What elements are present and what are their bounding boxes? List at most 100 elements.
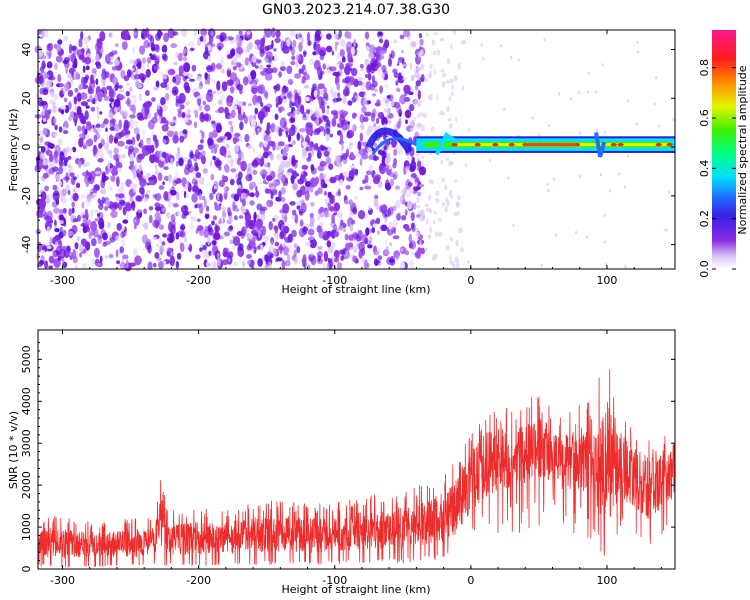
spectrogram-faint-dot xyxy=(577,91,581,95)
spectrogram-noise-blob xyxy=(256,203,263,211)
spectrogram-noise-blob xyxy=(252,82,257,89)
spectrogram-noise-blob xyxy=(338,225,344,230)
spectrogram-noise-blob xyxy=(246,260,252,265)
spectrogram-noise-blob xyxy=(144,105,150,115)
spectrogram-noise-blob xyxy=(323,250,329,262)
spectrogram-noise-blob xyxy=(417,159,422,169)
spectrogram-noise-blob xyxy=(72,156,77,161)
spectrogram-noise-blob xyxy=(72,218,79,223)
spectrogram-faint-dot xyxy=(637,50,640,54)
spectrogram-noise-blob xyxy=(38,198,46,209)
spectrogram-noise-blob xyxy=(100,138,105,147)
spectrogram-noise-blob xyxy=(389,178,395,187)
spectrogram-faint-blob xyxy=(455,116,458,123)
spectrogram-noise-blob xyxy=(215,124,222,133)
spectrogram-noise-blob xyxy=(352,112,357,118)
spectrogram-noise-blob xyxy=(165,153,173,159)
spectrogram-noise-blob xyxy=(321,103,325,113)
spectrogram-noise-blob xyxy=(76,49,85,58)
spectrogram-noise-blob xyxy=(398,97,405,103)
spectrogram-noise-blob xyxy=(104,240,112,245)
spectrogram-noise-blob xyxy=(132,104,137,115)
spectrogram-noise-blob xyxy=(302,141,308,147)
spectrogram-noise-blob xyxy=(137,173,143,182)
spectrogram-noise-blob xyxy=(289,45,293,51)
spectrogram-noise-blob xyxy=(162,104,168,112)
spectrogram-faint-dot xyxy=(604,262,607,266)
spectrogram-noise-blob xyxy=(232,236,241,246)
spectrogram-noise-blob xyxy=(418,112,425,117)
spectrogram-noise-blob xyxy=(82,225,88,234)
spectrogram-noise-blob xyxy=(256,127,261,133)
spectrogram-noise-blob xyxy=(151,97,156,102)
spectrogram-faint-blob xyxy=(445,200,450,207)
spectrogram-noise-blob xyxy=(119,199,125,205)
spectrogram-noise-blob xyxy=(83,37,90,45)
spectrogram-noise-blob xyxy=(73,57,78,69)
spectrogram-noise-blob xyxy=(390,94,394,101)
spectrogram-noise-blob xyxy=(115,43,119,48)
spectrogram-noise-blob xyxy=(136,195,143,202)
spectrogram-noise-blob xyxy=(173,130,179,139)
spectrogram-noise-blob xyxy=(247,103,252,107)
spectrogram-noise-blob xyxy=(321,96,329,101)
spectrogram-noise-blob xyxy=(228,120,233,126)
spectrogram-noise-blob xyxy=(96,38,101,45)
spectrogram-noise-blob xyxy=(305,181,311,188)
spectrogram-noise-blob xyxy=(58,157,63,165)
spectrogram-noise-blob xyxy=(254,65,259,69)
spectrogram-noise-blob xyxy=(138,93,142,101)
spectrogram-noise-blob xyxy=(82,262,88,269)
spectrogram-noise-blob xyxy=(409,165,416,173)
spectrogram-noise-blob xyxy=(336,53,341,60)
spectrogram-faint-blob xyxy=(432,220,435,225)
spectrogram-noise-blob xyxy=(41,55,47,60)
spectrogram-noise-blob xyxy=(317,187,323,195)
spectrogram-noise-blob xyxy=(277,141,285,147)
spectrogram-noise-blob xyxy=(203,229,209,238)
spectrogram-noise-blob xyxy=(53,192,59,196)
spectrogram-faint-dot xyxy=(558,92,561,96)
spectrogram-noise-blob xyxy=(274,125,280,133)
spectrogram-noise-blob xyxy=(253,263,257,269)
spectrogram-noise-blob xyxy=(332,98,340,103)
spectrogram-faint-blob xyxy=(445,245,450,251)
spectrogram-noise-blob xyxy=(229,239,234,245)
spectrogram-faint-dot xyxy=(531,116,534,120)
spectrogram-noise-blob xyxy=(300,105,305,115)
spectrogram-noise-blob xyxy=(38,75,44,85)
snr-y-tick-label-0: 0 xyxy=(20,566,33,573)
spectrogram-noise-blob xyxy=(254,107,259,115)
spectrogram-noise-blob xyxy=(194,204,198,209)
spectrogram-noise-blob xyxy=(377,149,384,155)
spectrogram-noise-blob xyxy=(402,76,407,81)
spectrogram-noise-blob xyxy=(248,173,253,181)
spectrogram-noise-blob xyxy=(409,62,413,70)
spectrogram-noise-blob xyxy=(170,157,174,166)
spectrogram-noise-blob xyxy=(334,257,339,263)
spectrogram-noise-blob xyxy=(63,218,67,227)
spectrogram-noise-blob xyxy=(190,216,195,222)
spectrogram-noise-blob xyxy=(329,133,334,138)
spectrogram-faint-blob xyxy=(415,181,418,187)
spectrogram-noise-blob xyxy=(212,215,218,221)
spectrogram-faint-blob xyxy=(453,211,459,217)
spectrogram-noise-blob xyxy=(210,30,214,37)
spectrogram-noise-blob xyxy=(109,154,113,159)
spectrogram-noise-blob xyxy=(189,78,196,82)
spectrogram-faint-blob xyxy=(436,94,439,101)
spectrogram-noise-blob xyxy=(199,111,205,123)
spectrogram-noise-blob xyxy=(80,101,89,107)
snr-y-tick-label-5: 5000 xyxy=(20,345,33,373)
spectrogram-noise-blob xyxy=(174,74,182,86)
spectrogram-noise-blob xyxy=(101,71,107,80)
spectrogram-noise-blob xyxy=(221,81,228,92)
spectrogram-noise-blob xyxy=(395,87,400,92)
spectrogram-noise-blob xyxy=(248,192,255,197)
spectrogram-noise-blob xyxy=(388,221,393,230)
spectrogram-noise-blob xyxy=(388,206,394,216)
spectrogram-noise-blob xyxy=(300,219,304,227)
spectrogram-noise-blob xyxy=(168,173,172,183)
spectrogram-noise-blob xyxy=(159,72,163,77)
spectrogram-noise-blob xyxy=(56,44,62,52)
